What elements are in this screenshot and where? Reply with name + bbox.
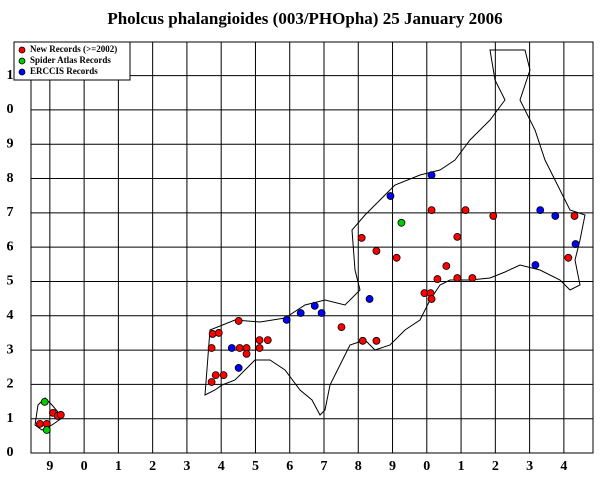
record-point xyxy=(234,317,243,325)
record-point xyxy=(235,344,244,352)
record-point xyxy=(255,336,264,345)
x-tick-label: 5 xyxy=(252,459,259,474)
x-tick-label: 3 xyxy=(183,459,190,474)
record-point xyxy=(234,364,243,372)
x-tick-label: 7 xyxy=(320,459,327,474)
record-point xyxy=(365,295,374,303)
record-point xyxy=(219,371,228,380)
y-tick-label: 4 xyxy=(7,308,14,323)
record-point xyxy=(317,309,326,317)
y-tick-label: 1 xyxy=(7,68,14,83)
legend-marker xyxy=(18,57,26,65)
record-point xyxy=(296,309,305,317)
record-point xyxy=(453,232,462,241)
record-point xyxy=(397,218,406,227)
y-tick-label: 5 xyxy=(7,274,14,289)
record-point xyxy=(36,419,44,428)
record-point xyxy=(310,301,319,310)
record-point xyxy=(358,336,367,345)
y-tick-label: 3 xyxy=(7,342,14,357)
grid: 9 0 1 2 3 4 5 6 7 8 9 0 1 2 3 4 0 1 2 3 4 5 6 7 8 9 0 1 xyxy=(7,41,594,474)
x-tick-label: 4 xyxy=(560,459,567,474)
record-point xyxy=(40,397,49,406)
legend-label: New Records (>=2002) xyxy=(30,44,117,54)
record-point xyxy=(56,411,65,419)
x-tick-label: 2 xyxy=(149,459,156,474)
record-point xyxy=(427,171,436,180)
x-tick-label: 9 xyxy=(389,459,396,474)
legend-box xyxy=(13,41,131,81)
record-point xyxy=(531,261,540,269)
record-point xyxy=(427,206,436,215)
x-tick-label: 1 xyxy=(458,459,465,474)
y-tick-label: 6 xyxy=(7,239,14,254)
record-point xyxy=(227,344,236,352)
y-tick-label: 0 xyxy=(7,445,14,460)
record-point xyxy=(468,274,477,282)
legend: New Records (>=2002)Spider Atlas Records… xyxy=(13,41,131,81)
map-title: Pholcus phalangioides (003/PHOpha) 25 Ja… xyxy=(107,9,502,28)
record-point xyxy=(211,371,220,380)
legend-marker xyxy=(18,46,26,54)
y-tick-label: 0 xyxy=(7,102,14,117)
x-tick-label: 9 xyxy=(46,459,53,474)
legend-label: ERCCIS Records xyxy=(30,66,98,76)
record-point xyxy=(372,247,381,255)
record-point xyxy=(392,253,401,262)
record-point xyxy=(461,206,470,215)
record-point xyxy=(564,253,573,262)
record-point xyxy=(255,344,264,352)
x-tick-label: 4 xyxy=(218,459,225,474)
x-tick-label: 2 xyxy=(492,459,499,474)
record-point xyxy=(357,233,366,242)
x-tick-label: 0 xyxy=(423,459,430,474)
points xyxy=(36,171,580,434)
x-tick-label: 8 xyxy=(355,459,362,474)
record-point xyxy=(263,336,272,345)
record-point xyxy=(489,212,498,220)
x-tick-label: 3 xyxy=(526,459,533,474)
record-point xyxy=(214,329,223,337)
record-point xyxy=(571,240,580,248)
legend-marker xyxy=(18,68,26,76)
record-point xyxy=(242,349,251,358)
record-point xyxy=(337,323,346,331)
record-point xyxy=(386,192,395,200)
record-point xyxy=(442,262,451,270)
record-point xyxy=(282,315,291,324)
x-tick-label: 6 xyxy=(286,459,293,474)
record-point xyxy=(372,336,381,345)
record-point xyxy=(536,206,545,215)
y-tick-label: 9 xyxy=(7,136,14,151)
y-tick-label: 1 xyxy=(7,411,14,426)
y-tick-label: 7 xyxy=(7,205,14,220)
record-point xyxy=(427,295,436,303)
record-point xyxy=(207,378,216,386)
record-point xyxy=(453,274,462,282)
record-point xyxy=(551,212,560,220)
y-tick-label: 8 xyxy=(7,171,14,186)
y-tick-label: 2 xyxy=(7,377,14,392)
record-point xyxy=(207,344,216,352)
record-point xyxy=(570,212,579,220)
x-tick-label: 0 xyxy=(81,459,88,474)
legend-label: Spider Atlas Records xyxy=(30,55,111,65)
record-point xyxy=(433,275,442,283)
coastline xyxy=(204,49,586,416)
x-tick-label: 1 xyxy=(115,459,122,474)
record-point xyxy=(42,426,51,434)
